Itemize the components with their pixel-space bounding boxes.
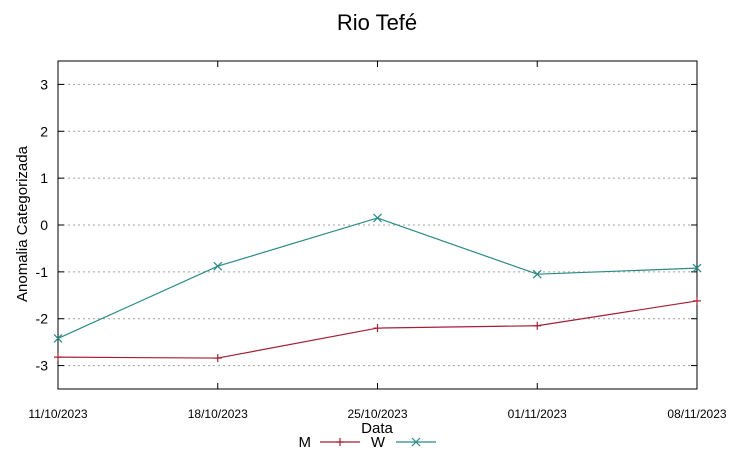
data-point-m [54, 353, 62, 362]
chart-title: Rio Tefé [337, 10, 417, 35]
y-axis-label: Anomalia Categorizada [14, 145, 31, 302]
series-line-w [57, 217, 698, 339]
y-tick-label: 2 [40, 123, 48, 139]
data-point-w [213, 261, 223, 271]
x-tick-label: 08/11/2023 [667, 407, 726, 421]
y-tick-label: 1 [40, 170, 48, 186]
x-tick-label: 11/10/2023 [28, 407, 87, 421]
x-tick-label: 18/10/2023 [188, 407, 248, 421]
y-tick-label: 3 [40, 76, 48, 92]
data-point-m [213, 354, 222, 363]
data-point-w [373, 213, 382, 223]
legend-label-w: W [371, 434, 386, 451]
y-tick-label: -2 [36, 311, 49, 327]
data-point-m [533, 321, 542, 330]
data-point-w [692, 263, 702, 273]
series-layer [53, 213, 702, 363]
legend-label-m: M [299, 434, 312, 451]
data-point-m [693, 296, 701, 305]
data-point-w [532, 269, 542, 279]
y-tick-label: 0 [40, 217, 48, 233]
data-point-w [53, 333, 63, 343]
y-tick-label: -3 [36, 358, 49, 374]
legend-marker-m [336, 438, 344, 446]
grid [58, 83, 697, 367]
axis-ticks: -3 -2 -1 0 1 2 3 11/10/2023 18/10/2023 25/10/2023… [28, 61, 727, 421]
x-axis-label: Data [361, 420, 393, 437]
x-tick-label: 25/10/2023 [347, 407, 407, 421]
x-tick-label: 01/11/2023 [508, 407, 567, 421]
y-tick-label: -1 [36, 264, 49, 280]
legend-marker-w [411, 437, 421, 447]
data-point-m [373, 324, 382, 333]
